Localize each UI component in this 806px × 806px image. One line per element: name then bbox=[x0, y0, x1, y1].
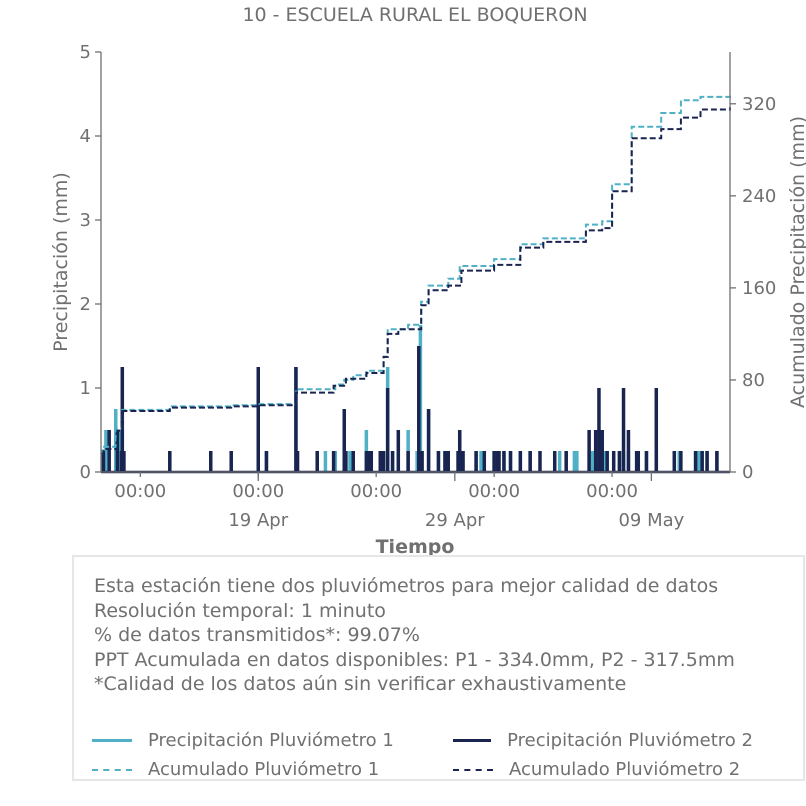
y-tick-label: 1 bbox=[80, 378, 91, 399]
precipitation-chart: 10 - ESCUELA RURAL EL BOQUERON 0 1 2 3 4 5 0 80… bbox=[50, 4, 806, 558]
chart-title: 10 - ESCUELA RURAL EL BOQUERON bbox=[242, 4, 587, 26]
legend-item-cum1: Acumulado Pluviómetro 1 bbox=[92, 758, 453, 781]
y2-tick-label: 320 bbox=[742, 94, 776, 115]
x-minor-tick-label: 00:00 bbox=[350, 481, 402, 502]
y2-tick-label: 240 bbox=[742, 186, 776, 207]
cumulative-line-p2 bbox=[101, 107, 731, 455]
y-tick-label: 4 bbox=[80, 126, 91, 147]
x-major-tick-label: 19 Apr bbox=[228, 510, 288, 531]
legend-swatch-p1 bbox=[92, 739, 132, 742]
info-line-2: Resolución temporal: 1 minuto bbox=[94, 599, 386, 622]
y-axis-label: Precipitación (mm) bbox=[50, 172, 72, 352]
x-minor-tick-label: 00:00 bbox=[232, 481, 284, 502]
cumulative-lines bbox=[101, 95, 731, 455]
p1-bars bbox=[100, 325, 730, 473]
x-major-tick-label: 29 Apr bbox=[425, 510, 485, 531]
info-line-4: PPT Acumulada en datos disponibles: P1 -… bbox=[94, 648, 735, 671]
legend-swatch-cum1 bbox=[92, 768, 132, 771]
info-box: Esta estación tiene dos pluviómetros par… bbox=[72, 555, 805, 781]
x-minor-tick-label: 00:00 bbox=[114, 481, 166, 502]
y-tick-label: 3 bbox=[80, 210, 91, 231]
x-major-tick-label: 09 May bbox=[618, 510, 684, 531]
y-tick-label: 0 bbox=[80, 462, 91, 483]
x-minor-tick-label: 00:00 bbox=[586, 481, 638, 502]
legend-swatch-p2 bbox=[453, 739, 492, 742]
x-minor-tick-label: 00:00 bbox=[468, 481, 520, 502]
legend-item-p2: Precipitación Pluviómetro 2 bbox=[453, 729, 753, 752]
legend: Precipitación Pluviómetro 1 Precipitació… bbox=[92, 729, 792, 781]
y2-tick-label: 160 bbox=[742, 278, 776, 299]
x-axis-label: Tiempo bbox=[376, 536, 455, 558]
info-line-3: % de datos transmitidos*: 99.07% bbox=[94, 624, 420, 646]
info-line-5: *Calidad de los datos aún sin verificar … bbox=[94, 673, 627, 695]
y2-axis-label: Acumulado Precipitación (mm) bbox=[787, 116, 806, 408]
info-lines: Esta estación tiene dos pluviómetros par… bbox=[94, 574, 735, 697]
y2-tick-label: 0 bbox=[742, 462, 753, 483]
legend-swatch-cum2 bbox=[453, 768, 493, 771]
legend-label-p2: Precipitación Pluviómetro 2 bbox=[507, 730, 753, 751]
legend-label-cum2: Acumulado Pluviómetro 2 bbox=[509, 759, 741, 780]
legend-label-cum1: Acumulado Pluviómetro 1 bbox=[148, 759, 380, 780]
y-tick-label: 2 bbox=[80, 294, 91, 315]
y2-tick-label: 80 bbox=[742, 370, 765, 391]
legend-label-p1: Precipitación Pluviómetro 1 bbox=[148, 730, 394, 751]
legend-item-p1: Precipitación Pluviómetro 1 bbox=[92, 729, 453, 752]
legend-item-cum2: Acumulado Pluviómetro 2 bbox=[453, 758, 753, 781]
info-line-1: Esta estación tiene dos pluviómetros par… bbox=[94, 575, 719, 597]
axes: 0 1 2 3 4 5 0 80 160 240 320 00:00 00:00 00:00 00:00 00… bbox=[80, 42, 777, 531]
cumulative-line-p1 bbox=[101, 95, 731, 455]
y-tick-label: 5 bbox=[80, 42, 91, 63]
